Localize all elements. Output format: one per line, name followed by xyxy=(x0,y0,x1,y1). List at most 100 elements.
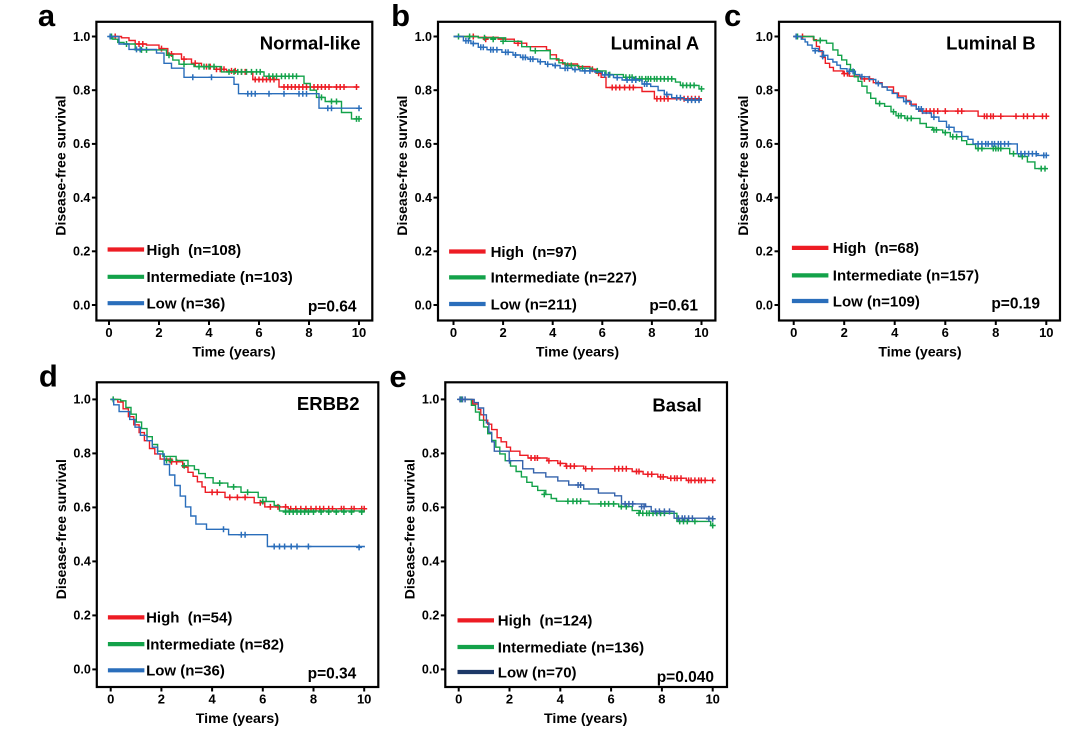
svg-text:Luminal B: Luminal B xyxy=(946,32,1035,53)
svg-text:0.4: 0.4 xyxy=(422,555,439,569)
svg-text:Low (n=211): Low (n=211) xyxy=(491,296,577,313)
svg-text:0.4: 0.4 xyxy=(415,191,432,205)
svg-text:High (n=68): High (n=68) xyxy=(833,240,919,257)
svg-text:Low (n=70): Low (n=70) xyxy=(498,664,577,681)
svg-text:Disease-free survival: Disease-free survival xyxy=(735,96,751,236)
svg-text:0.8: 0.8 xyxy=(756,84,773,98)
svg-text:0.8: 0.8 xyxy=(73,84,90,98)
svg-text:0.2: 0.2 xyxy=(422,609,439,623)
svg-text:Low (n=109): Low (n=109) xyxy=(833,293,920,310)
svg-text:Low (n=36): Low (n=36) xyxy=(147,296,226,313)
svg-text:4: 4 xyxy=(205,325,213,340)
svg-text:c: c xyxy=(724,0,741,33)
svg-text:Normal-like: Normal-like xyxy=(260,33,361,54)
svg-text:6: 6 xyxy=(942,325,949,340)
svg-text:Disease-free survival: Disease-free survival xyxy=(53,459,69,599)
svg-text:8: 8 xyxy=(658,692,665,707)
svg-text:0.2: 0.2 xyxy=(756,245,773,259)
svg-text:a: a xyxy=(38,0,56,33)
svg-text:Time (years): Time (years) xyxy=(192,344,276,360)
svg-text:0.6: 0.6 xyxy=(422,501,439,515)
svg-text:4: 4 xyxy=(557,692,565,707)
svg-text:0.0: 0.0 xyxy=(422,663,439,677)
svg-text:0.8: 0.8 xyxy=(73,447,90,461)
svg-text:0.6: 0.6 xyxy=(415,137,432,151)
svg-text:Time (years): Time (years) xyxy=(196,711,280,727)
svg-text:1.0: 1.0 xyxy=(422,393,439,407)
svg-text:0: 0 xyxy=(105,325,112,340)
svg-text:Low (n=36): Low (n=36) xyxy=(146,663,225,680)
svg-text:0.8: 0.8 xyxy=(415,84,432,98)
svg-text:8: 8 xyxy=(992,325,999,340)
svg-text:0: 0 xyxy=(455,692,462,707)
svg-text:2: 2 xyxy=(499,325,506,340)
svg-text:High (n=124): High (n=124) xyxy=(498,613,593,630)
svg-text:10: 10 xyxy=(705,692,719,707)
svg-text:6: 6 xyxy=(259,692,266,707)
svg-text:0.0: 0.0 xyxy=(73,298,90,312)
svg-text:High (n=108): High (n=108) xyxy=(147,242,242,259)
svg-text:1.0: 1.0 xyxy=(756,30,773,44)
svg-text:2: 2 xyxy=(155,325,162,340)
svg-text:Intermediate (n=82): Intermediate (n=82) xyxy=(146,636,284,653)
svg-text:0.0: 0.0 xyxy=(756,298,773,312)
svg-text:2: 2 xyxy=(841,325,848,340)
svg-text:0.2: 0.2 xyxy=(73,609,90,623)
svg-text:8: 8 xyxy=(648,325,655,340)
svg-text:4: 4 xyxy=(208,692,216,707)
svg-text:p=0.64: p=0.64 xyxy=(308,299,357,316)
svg-text:d: d xyxy=(39,359,58,394)
svg-text:Disease-free survival: Disease-free survival xyxy=(394,96,410,236)
svg-text:0.2: 0.2 xyxy=(415,245,432,259)
svg-text:p=0.19: p=0.19 xyxy=(991,296,1040,313)
svg-text:0: 0 xyxy=(107,692,114,707)
svg-text:e: e xyxy=(389,359,406,394)
svg-text:0.6: 0.6 xyxy=(756,137,773,151)
svg-text:p=0.040: p=0.040 xyxy=(657,669,714,686)
svg-text:Intermediate (n=103): Intermediate (n=103) xyxy=(147,269,293,286)
svg-text:6: 6 xyxy=(599,325,606,340)
svg-text:10: 10 xyxy=(357,692,371,707)
svg-text:2: 2 xyxy=(158,692,165,707)
svg-text:10: 10 xyxy=(694,325,708,340)
svg-text:Intermediate (n=157): Intermediate (n=157) xyxy=(833,268,979,285)
svg-text:8: 8 xyxy=(310,692,317,707)
svg-text:p=0.34: p=0.34 xyxy=(308,666,357,683)
svg-text:1.0: 1.0 xyxy=(73,393,90,407)
svg-text:Basal: Basal xyxy=(652,395,701,416)
svg-text:Time (years): Time (years) xyxy=(878,344,962,360)
svg-text:0.4: 0.4 xyxy=(73,555,90,569)
svg-text:0.0: 0.0 xyxy=(73,663,90,677)
svg-text:0.6: 0.6 xyxy=(73,137,90,151)
svg-text:0.4: 0.4 xyxy=(756,191,773,205)
svg-text:1.0: 1.0 xyxy=(415,30,432,44)
svg-text:6: 6 xyxy=(607,692,614,707)
svg-text:Disease-free survival: Disease-free survival xyxy=(401,459,417,599)
svg-text:10: 10 xyxy=(1039,325,1053,340)
svg-text:0: 0 xyxy=(450,325,457,340)
svg-text:10: 10 xyxy=(352,325,366,340)
svg-text:Intermediate (n=136): Intermediate (n=136) xyxy=(498,639,644,656)
svg-text:High (n=54): High (n=54) xyxy=(146,610,232,627)
svg-text:ERBB2: ERBB2 xyxy=(297,393,360,414)
svg-text:6: 6 xyxy=(255,325,262,340)
svg-text:0.6: 0.6 xyxy=(73,501,90,515)
svg-text:4: 4 xyxy=(891,325,899,340)
svg-text:Disease-free survival: Disease-free survival xyxy=(52,96,68,236)
svg-text:p=0.61: p=0.61 xyxy=(649,298,698,315)
svg-text:8: 8 xyxy=(305,325,312,340)
svg-text:b: b xyxy=(391,0,410,33)
svg-text:Time (years): Time (years) xyxy=(536,344,620,360)
svg-text:Luminal A: Luminal A xyxy=(611,32,700,53)
svg-text:0.8: 0.8 xyxy=(422,447,439,461)
svg-text:High (n=97): High (n=97) xyxy=(491,244,577,261)
svg-text:2: 2 xyxy=(506,692,513,707)
svg-text:Time (years): Time (years) xyxy=(544,711,628,727)
svg-text:4: 4 xyxy=(549,325,557,340)
svg-text:0: 0 xyxy=(790,325,797,340)
svg-text:0.0: 0.0 xyxy=(415,298,432,312)
svg-text:1.0: 1.0 xyxy=(73,30,90,44)
svg-text:0.2: 0.2 xyxy=(73,245,90,259)
svg-text:0.4: 0.4 xyxy=(73,191,90,205)
svg-text:Intermediate (n=227): Intermediate (n=227) xyxy=(491,270,637,287)
